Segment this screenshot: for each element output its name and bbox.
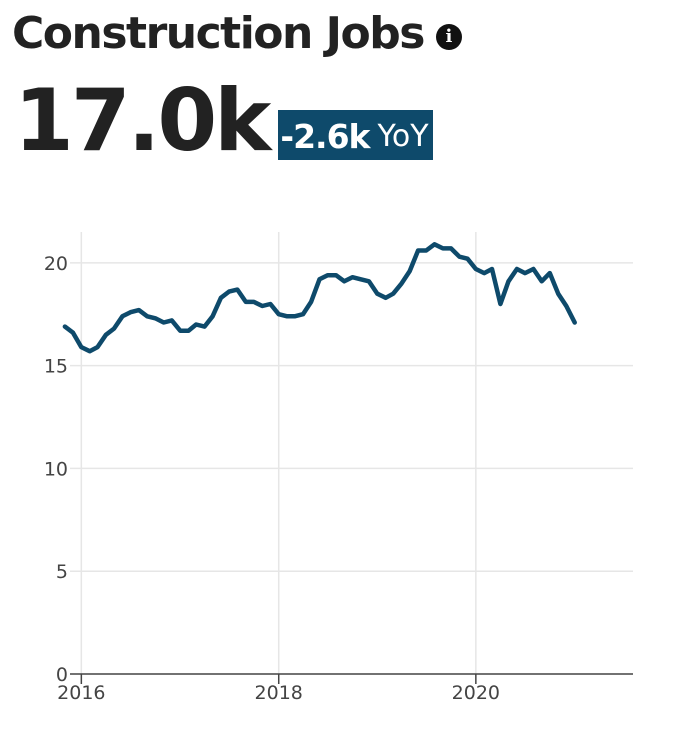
yoy-badge: -2.6k YoY <box>278 110 433 160</box>
line-layer <box>62 242 577 354</box>
series-line <box>62 242 577 354</box>
grid-layer <box>70 232 633 674</box>
stat-row: 17.0k -2.6k YoY <box>14 74 433 168</box>
axis-layer <box>70 673 633 684</box>
y-tick-label: 0 <box>56 664 68 686</box>
y-tick-label: 5 <box>56 561 68 583</box>
y-tick-label: 10 <box>44 458 68 480</box>
x-tick-label: 2020 <box>452 682 500 704</box>
headline-value: 17.0k <box>14 71 271 171</box>
y-tick-label: 15 <box>44 356 68 378</box>
yoy-delta: -2.6k <box>280 116 370 156</box>
x-tick-label: 2018 <box>255 682 303 704</box>
y-tick-label: 20 <box>44 253 68 275</box>
yoy-label: YoY <box>377 118 429 154</box>
info-icon[interactable]: i <box>435 24 462 50</box>
x-tick-label: 2016 <box>57 682 105 704</box>
title-row: Construction Jobs i <box>12 6 462 62</box>
page-title: Construction Jobs <box>12 8 425 59</box>
label-layer: 0 5 10 15 20 2016 2018 2020 <box>44 253 500 704</box>
